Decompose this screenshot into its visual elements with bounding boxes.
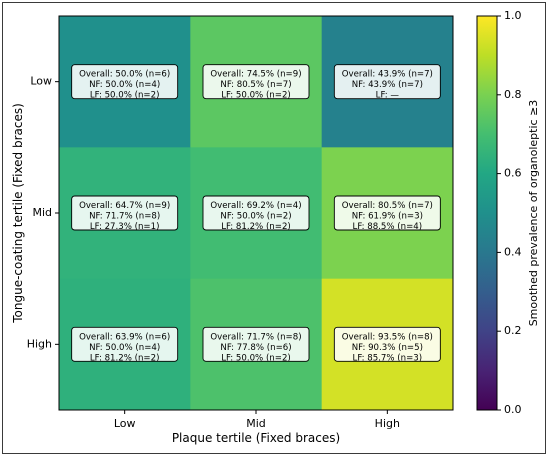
- colorbar-tick-label: 0.6: [504, 167, 522, 180]
- annotation-line: LF: 27.3% (n=1): [90, 222, 160, 232]
- annotation-box: [333, 326, 441, 362]
- colorbar-tick-label: 0.0: [504, 403, 522, 416]
- annotation-line: NF: 61.9% (n=3): [352, 212, 423, 222]
- annotation-line: Overall: 69.2% (n=4): [210, 201, 301, 211]
- y-tick-label: High: [27, 337, 52, 350]
- colorbar-gradient: [477, 16, 497, 410]
- colorbar: 0.0 0.2 0.4 0.6 0.8 1.0: [476, 9, 522, 416]
- annotation-line: LF: —: [376, 91, 400, 101]
- annotation-box: [71, 195, 179, 231]
- annotation-box: [71, 64, 179, 100]
- annotation-line: LF: 50.0% (n=2): [221, 353, 291, 363]
- annotation-line: Overall: 50.0% (n=6): [79, 70, 170, 80]
- annotation-line: NF: 50.0% (n=2): [220, 212, 291, 222]
- annotation-line: Overall: 74.5% (n=9): [210, 70, 301, 80]
- annotation-box: [71, 326, 179, 362]
- annotation-line: LF: 81.2% (n=2): [221, 222, 291, 232]
- annotation-line: LF: 50.0% (n=2): [221, 91, 291, 101]
- annotation-line: Overall: 93.5% (n=8): [342, 332, 433, 342]
- annotation-box: [202, 326, 310, 362]
- annotation-line: Overall: 63.9% (n=6): [79, 332, 170, 342]
- annotation-line: NF: 90.3% (n=5): [352, 343, 423, 353]
- annotation-box: [202, 64, 310, 100]
- x-tick-label: High: [375, 417, 400, 430]
- annotation-line: Overall: 64.7% (n=9): [79, 201, 170, 211]
- annotation-line: LF: 88.5% (n=4): [353, 222, 423, 232]
- colorbar-tick-label: 0.8: [504, 88, 522, 101]
- annotation-line: Overall: 80.5% (n=7): [342, 201, 433, 211]
- annotation-line: LF: 81.2% (n=2): [90, 353, 160, 363]
- colorbar-tick-label: 0.2: [504, 324, 522, 337]
- x-axis-label: Plaque tertile (Fixed braces): [172, 431, 340, 445]
- annotation-line: LF: 50.0% (n=2): [90, 91, 160, 101]
- annotation-box: [333, 195, 441, 231]
- colorbar-border: [476, 15, 498, 411]
- x-axis: Low Mid High: [114, 410, 400, 430]
- colorbar-label: Smoothed prevalence of organoleptic ≥3: [527, 100, 540, 327]
- annotation-line: Overall: 43.9% (n=7): [342, 70, 433, 80]
- annotation-line: NF: 43.9% (n=7): [352, 80, 423, 90]
- annotation-line: NF: 71.7% (n=8): [89, 212, 160, 222]
- y-tick-label: Low: [30, 75, 52, 88]
- figure-frame: [2, 2, 546, 454]
- annotation-line: Overall: 71.7% (n=8): [210, 332, 301, 342]
- annotation-box: [202, 195, 310, 231]
- y-tick-label: Mid: [32, 206, 52, 219]
- x-tick-label: Low: [114, 417, 136, 430]
- colorbar-tick-label: 1.0: [504, 9, 522, 22]
- annotation-box: [333, 64, 441, 100]
- annotation-line: LF: 85.7% (n=3): [353, 353, 423, 363]
- colorbar-tick-label: 0.4: [504, 245, 522, 258]
- annotation-line: NF: 77.8% (n=6): [220, 343, 291, 353]
- y-axis-label: Tongue-coating tertile (Fixed braces): [11, 103, 25, 324]
- annotation-line: NF: 80.5% (n=7): [220, 80, 291, 90]
- cell-annotations: Overall: 50.0% (n=6)NF: 50.0% (n=4)LF: 5…: [71, 64, 441, 363]
- annotation-line: NF: 50.0% (n=4): [89, 343, 160, 353]
- x-tick-label: Mid: [246, 417, 266, 430]
- annotation-line: NF: 50.0% (n=4): [89, 80, 160, 90]
- y-axis: Low Mid High: [27, 75, 59, 350]
